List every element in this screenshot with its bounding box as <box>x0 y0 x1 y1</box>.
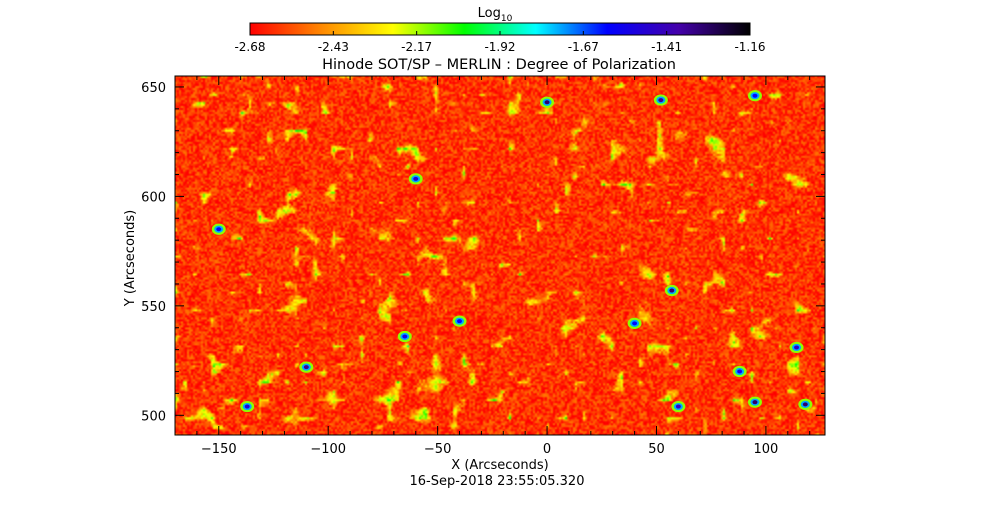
y-axis-tick-labels: 500 550 600 650 <box>141 81 166 424</box>
x-tick-label: −150 <box>201 442 237 457</box>
polarization-feature <box>413 176 419 181</box>
x-tick-label: −100 <box>310 442 346 457</box>
polarization-feature <box>303 365 309 370</box>
colorbar-tick-label: -2.68 <box>234 40 265 54</box>
y-tick-label: 650 <box>141 81 166 96</box>
x-axis-tick-labels: −150 −100 −50 0 50 100 <box>201 442 778 457</box>
colorbar-tick-label: -1.92 <box>484 40 515 54</box>
colorbar-tick-label: -1.41 <box>651 40 682 54</box>
colorbar-label: Log10 <box>478 6 513 24</box>
plot-frame <box>174 75 826 436</box>
colorbar-ticks: -2.68 -2.43 -2.17 -1.92 -1.67 -1.41 -1.16 <box>234 31 766 54</box>
polarization-feature <box>669 288 675 293</box>
x-axis-label: X (Arcseconds) <box>451 458 548 473</box>
chart-title: Hinode SOT/SP – MERLIN : Degree of Polar… <box>322 57 676 73</box>
colorbar-tick-label: -2.43 <box>318 40 349 54</box>
polarization-feature <box>632 321 638 326</box>
colorbar-tick-label: -1.67 <box>568 40 599 54</box>
x-tick-label: 0 <box>543 442 551 457</box>
x-tick-label: −50 <box>424 442 451 457</box>
polarization-feature <box>244 404 250 409</box>
x-tick-label: 50 <box>648 442 665 457</box>
polarization-feature <box>802 402 808 407</box>
y-tick-label: 500 <box>141 409 166 424</box>
polarization-feature <box>544 100 550 105</box>
polarization-feature <box>216 227 222 232</box>
polarization-feature <box>752 93 758 98</box>
polarization-feature <box>402 334 408 339</box>
polarization-feature <box>752 400 758 405</box>
colorbar: Log10 -2.68 -2.43 -2.17 -1.92 -1.67 -1.41 -1.1… <box>234 6 765 54</box>
timestamp: 16-Sep-2018 23:55:05.320 <box>410 474 585 489</box>
y-tick-label: 550 <box>141 300 166 315</box>
polarization-feature <box>675 404 681 409</box>
polarization-feature <box>457 319 463 324</box>
heatmap-image <box>175 76 825 435</box>
colorbar-tick-label: -2.17 <box>401 40 432 54</box>
plot-area: −150 −100 −50 0 50 100 500 550 600 650 <box>141 75 826 457</box>
x-tick-label: 100 <box>753 442 778 457</box>
axis-ticks <box>174 76 825 435</box>
y-tick-label: 600 <box>141 190 166 205</box>
polarization-feature <box>794 345 800 350</box>
colorbar-tick-label: -1.16 <box>734 40 765 54</box>
polarization-feature <box>737 369 743 374</box>
y-axis-label: Y (Arcseconds) <box>123 210 138 307</box>
strong-polarization-features <box>211 90 813 413</box>
polarization-feature <box>658 98 664 103</box>
